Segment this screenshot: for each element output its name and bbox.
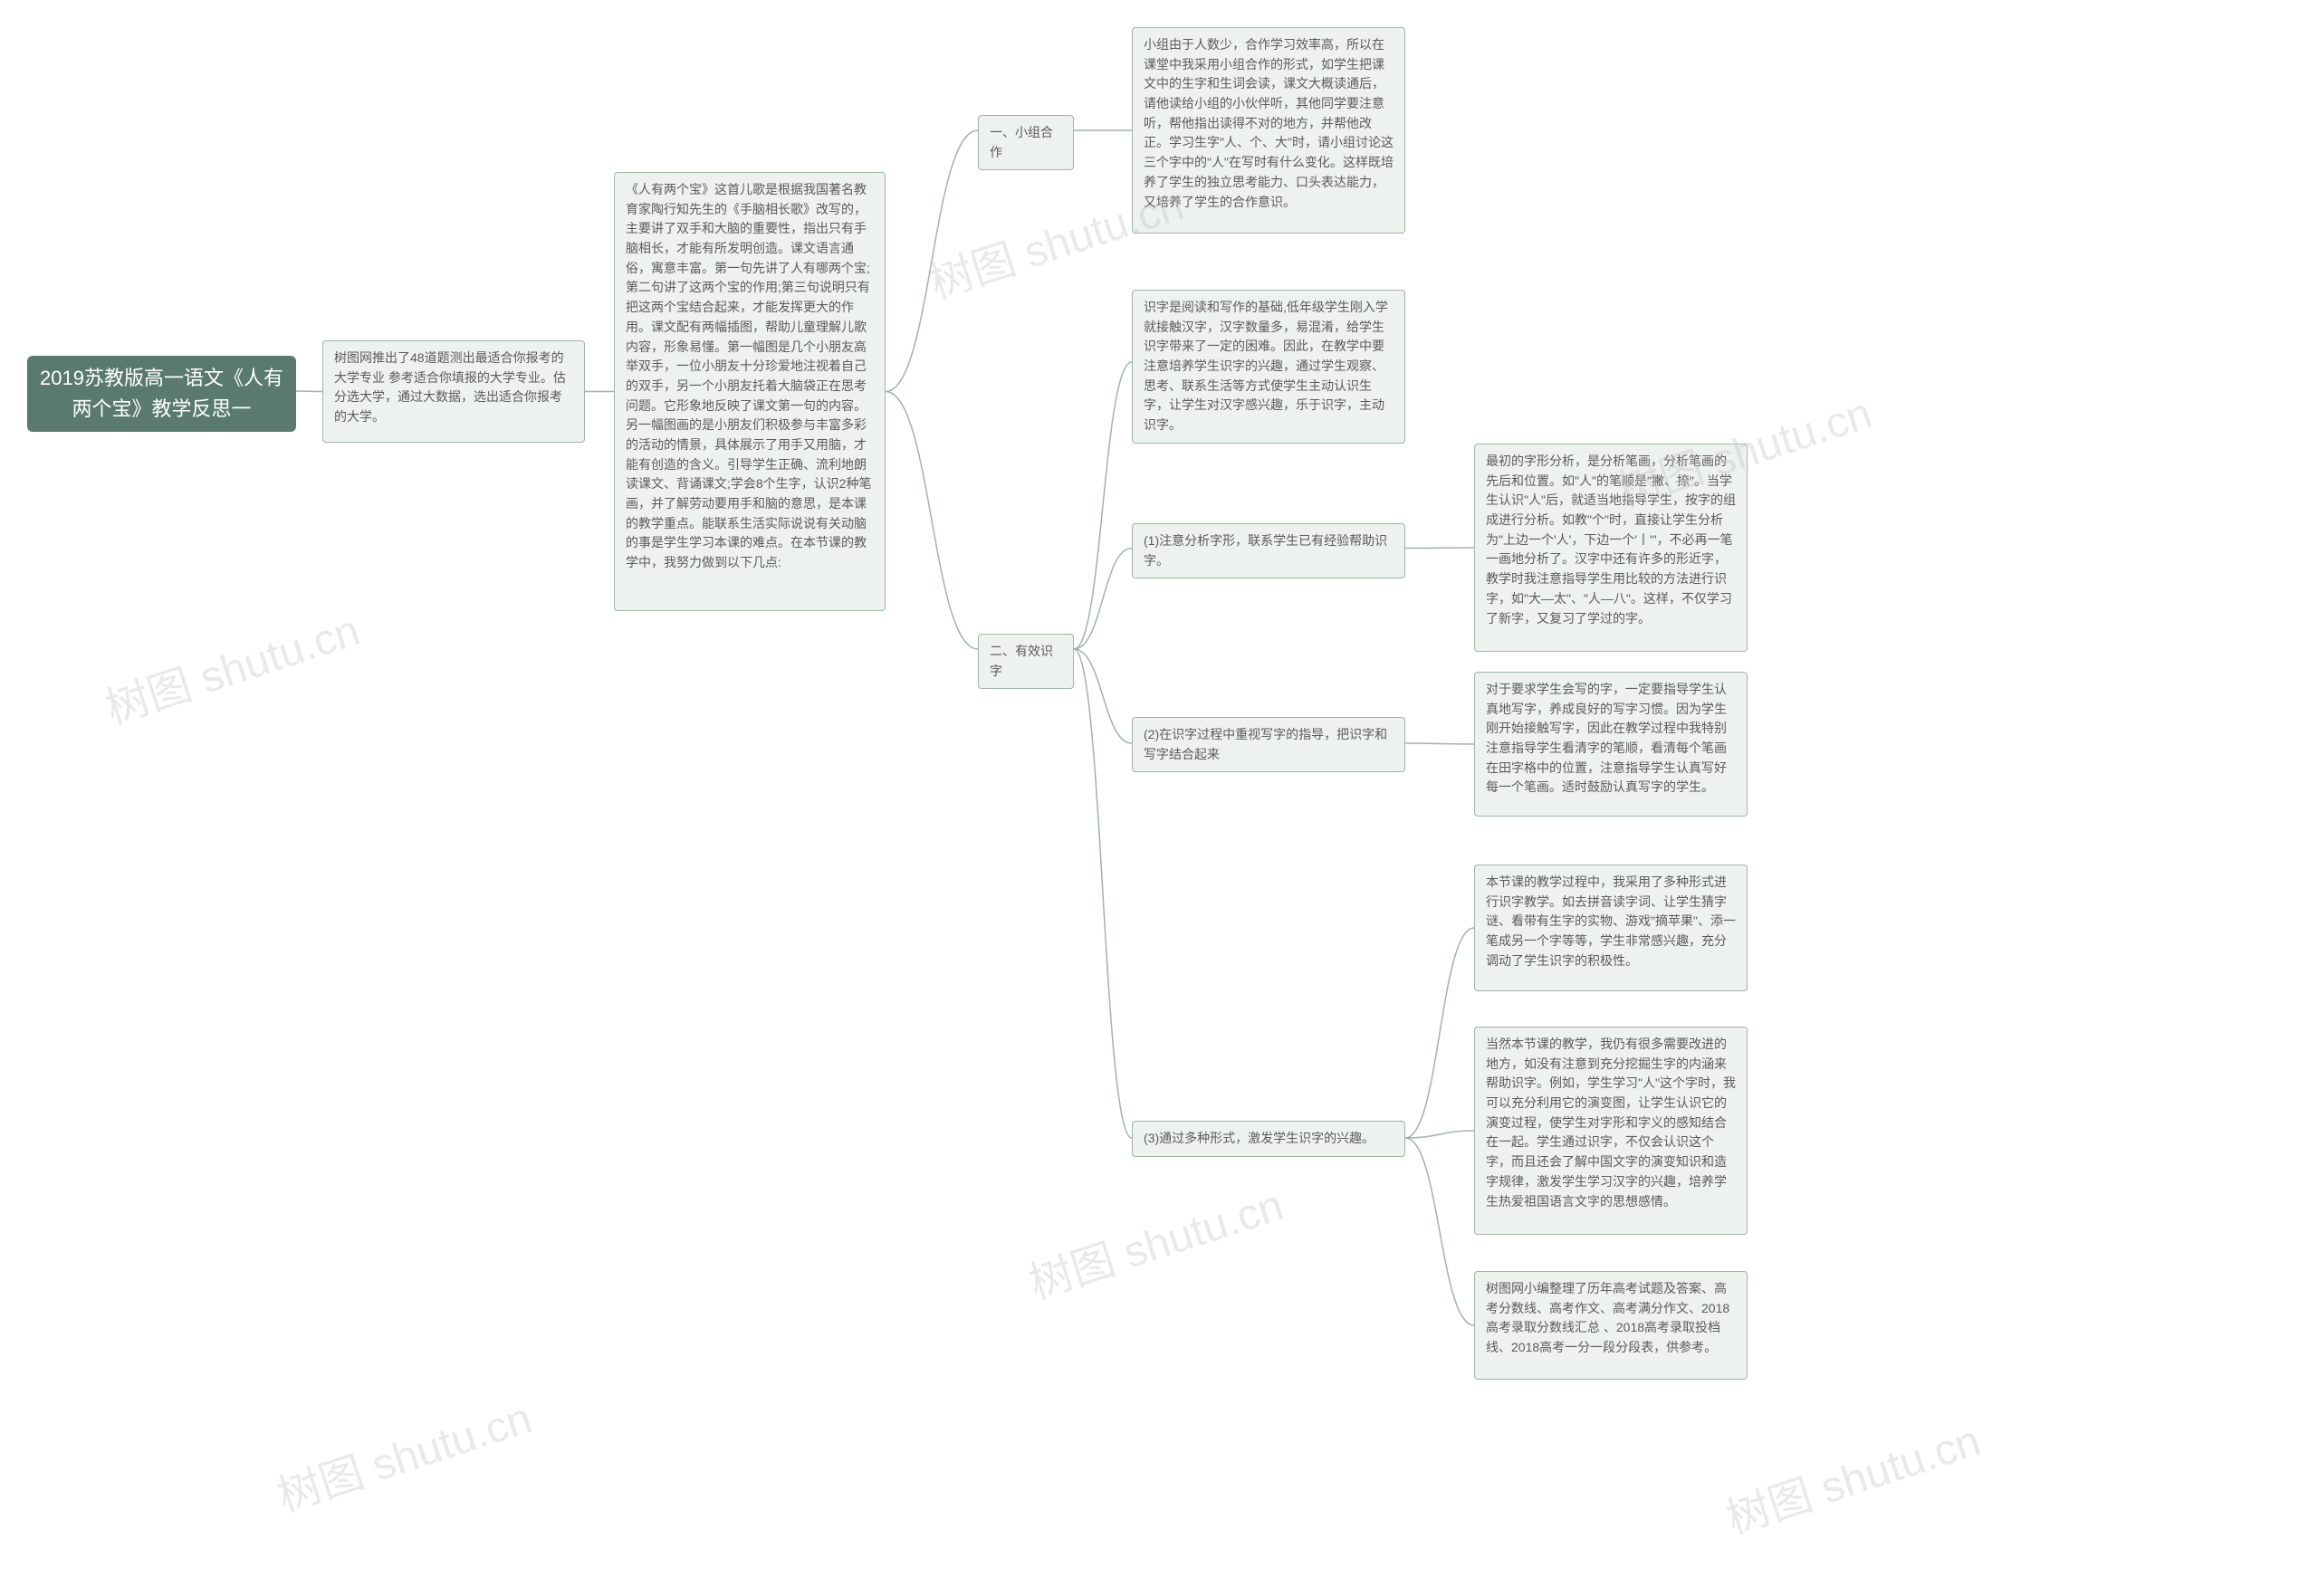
node-n7: (1)注意分析字形，联系学生已有经验帮助识字。 (1132, 523, 1405, 578)
connector (1405, 548, 1474, 549)
connector (886, 130, 978, 392)
node-n14: 树图网小编整理了历年高考试题及答案、高考分数线、高考作文、高考满分作文、2018… (1474, 1271, 1748, 1380)
node-n10: 对于要求学生会写的字，一定要指导学生认真地写字，养成良好的写字习惯。因为学生刚开… (1474, 672, 1748, 817)
node-n2: 《人有两个宝》这首儿歌是根据我国著名教育家陶行知先生的《手脑相长歌》改写的，主要… (614, 172, 886, 611)
node-n12: 本节课的教学过程中，我采用了多种形式进行识字教学。如去拼音读字词、让学生猜字谜、… (1474, 865, 1748, 991)
watermark-text: 树图 shutu.cn (268, 1382, 538, 1524)
connector-layer (0, 0, 2318, 1596)
connector (1074, 362, 1132, 649)
connector (1405, 928, 1474, 1138)
node-n5: 二、有效识字 (978, 634, 1074, 689)
connector (1074, 549, 1132, 650)
connector (296, 391, 322, 392)
connector (886, 392, 978, 650)
connector (1405, 743, 1474, 744)
connector (1074, 649, 1132, 743)
connector (1405, 1138, 1474, 1325)
node-n8: 最初的字形分析，是分析笔画，分析笔画的先后和位置。如"人"的笔顺是"撇、捺"。当… (1474, 444, 1748, 652)
watermark-text: 树图 shutu.cn (1717, 1405, 1987, 1546)
connector (1405, 1131, 1474, 1138)
node-n4: 小组由于人数少，合作学习效率高，所以在课堂中我采用小组合作的形式，如学生把课文中… (1132, 27, 1405, 234)
node-n3: 一、小组合作 (978, 115, 1074, 170)
node-n13: 当然本节课的教学，我仍有很多需要改进的地方，如没有注意到充分挖掘生字的内涵来帮助… (1474, 1027, 1748, 1235)
node-n6: 识字是阅读和写作的基础,低年级学生刚入学就接触汉字，汉字数量多，易混淆，给学生识… (1132, 290, 1405, 444)
watermark-text: 树图 shutu.cn (1020, 1170, 1289, 1311)
watermark-text: 树图 shutu.cn (96, 595, 366, 736)
node-n1: 树图网推出了48道题测出最适合你报考的大学专业 参考适合你填报的大学专业。估分选… (322, 340, 585, 443)
connector (1074, 649, 1132, 1138)
node-root: 2019苏教版高一语文《人有两个宝》教学反思一 (27, 356, 296, 432)
node-n11: (3)通过多种形式，激发学生识字的兴趣。 (1132, 1121, 1405, 1157)
node-n9: (2)在识字过程中重视写字的指导，把识字和写字结合起来 (1132, 717, 1405, 772)
